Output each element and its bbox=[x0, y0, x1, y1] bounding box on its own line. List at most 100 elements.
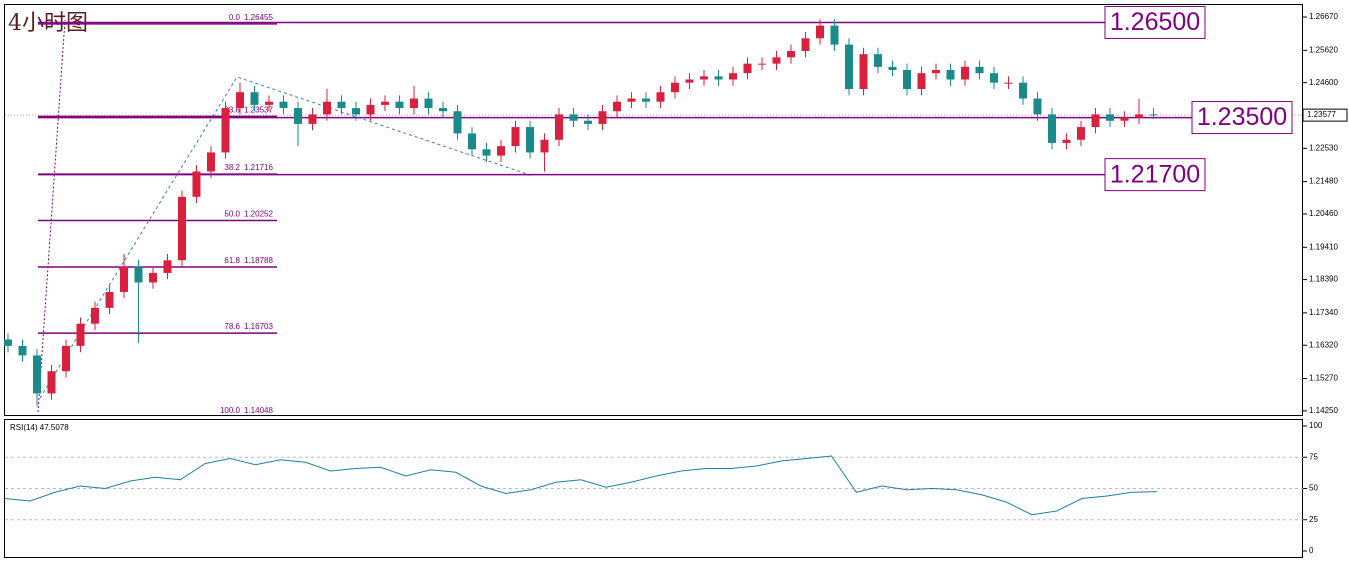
candle-body bbox=[91, 307, 99, 324]
rsi-tick-label: 25 bbox=[1309, 515, 1318, 524]
candle-body bbox=[33, 355, 41, 394]
y-tick-label: 1.19410 bbox=[1309, 242, 1338, 251]
candle-body bbox=[1004, 82, 1013, 84]
y-tick-label: 1.15270 bbox=[1309, 374, 1338, 383]
y-tick-label: 1.25620 bbox=[1309, 45, 1338, 54]
candle-body bbox=[337, 101, 346, 109]
candle-body bbox=[1077, 127, 1085, 140]
rsi-line bbox=[4, 455, 1158, 516]
candle-body bbox=[758, 63, 766, 65]
candle-body bbox=[1033, 98, 1042, 115]
fib-price: 1.20252 bbox=[244, 210, 273, 219]
candle-body bbox=[584, 120, 592, 124]
y-tick-label: 1.14250 bbox=[1309, 406, 1338, 415]
candle-body bbox=[888, 66, 897, 71]
candle-body bbox=[192, 171, 201, 197]
candle-body bbox=[4, 339, 12, 346]
candle-body bbox=[352, 108, 360, 115]
candle-body bbox=[323, 101, 331, 115]
last-price-box bbox=[1302, 108, 1348, 122]
candle-body bbox=[511, 127, 520, 147]
candle-body bbox=[1062, 139, 1071, 143]
candle-body bbox=[424, 98, 433, 109]
fib-price: 1.26455 bbox=[244, 13, 273, 22]
y-tick-label: 1.21480 bbox=[1309, 177, 1338, 186]
candle-body bbox=[163, 260, 172, 273]
candle-body bbox=[1106, 114, 1114, 121]
candle-body bbox=[569, 114, 578, 121]
candle-body bbox=[207, 152, 215, 172]
last-price-label: 1.23577 bbox=[1307, 110, 1336, 119]
candle-body bbox=[62, 345, 70, 372]
level-box bbox=[1104, 5, 1206, 39]
candle-body bbox=[946, 70, 955, 80]
candle-body bbox=[961, 66, 969, 80]
level-label: 1.26500 bbox=[1110, 8, 1200, 36]
fib-base-line bbox=[37, 19, 66, 413]
candle-body bbox=[816, 25, 824, 39]
candle-body bbox=[990, 73, 998, 83]
candle-body bbox=[656, 92, 665, 102]
candle-body bbox=[1048, 114, 1056, 143]
candle-body bbox=[134, 266, 143, 283]
rsi-tick-label: 0 bbox=[1309, 546, 1314, 555]
candle-body bbox=[1120, 117, 1129, 121]
candle-body bbox=[613, 101, 621, 112]
y-tick-label: 1.16320 bbox=[1309, 340, 1338, 349]
candle-body bbox=[294, 108, 302, 124]
candle-body bbox=[845, 44, 853, 90]
candle-body bbox=[729, 73, 737, 80]
candle-body bbox=[221, 108, 230, 153]
candle-body bbox=[149, 272, 157, 283]
candle-body bbox=[526, 127, 534, 153]
candle-body bbox=[497, 146, 505, 156]
candle-body bbox=[366, 104, 375, 115]
fib-ratio: 50.0 bbox=[224, 210, 240, 219]
candle-body bbox=[120, 266, 128, 292]
fib-ratio: 61.8 bbox=[224, 256, 240, 265]
candle-body bbox=[540, 139, 549, 153]
candle-body bbox=[395, 101, 404, 109]
candle-body bbox=[381, 101, 389, 105]
candle-body bbox=[178, 196, 186, 261]
candle-body bbox=[700, 76, 708, 80]
fib-ratio: 23.6 bbox=[224, 106, 240, 115]
candle-body bbox=[787, 50, 795, 58]
candle-body bbox=[671, 82, 679, 93]
fib-price: 1.18788 bbox=[244, 256, 273, 265]
y-tick-label: 1.18390 bbox=[1309, 275, 1338, 284]
candle-body bbox=[76, 323, 85, 346]
candle-body bbox=[308, 114, 317, 124]
candle-body bbox=[917, 73, 926, 90]
fib-price: 1.16703 bbox=[244, 322, 273, 331]
candle-body bbox=[714, 76, 723, 80]
candle-body bbox=[1149, 114, 1158, 116]
level-box bbox=[1191, 101, 1293, 135]
candle-body bbox=[47, 371, 56, 394]
fib-ratio: 78.6 bbox=[224, 322, 240, 331]
fib-ratio: 100.0 bbox=[220, 406, 241, 415]
candle-body bbox=[859, 54, 868, 90]
y-tick-label: 1.22530 bbox=[1309, 143, 1338, 152]
rsi-label: RSI(14) 47.5078 bbox=[10, 423, 69, 432]
candle-body bbox=[975, 66, 984, 74]
candle-body bbox=[105, 291, 114, 308]
y-tick-label: 1.20460 bbox=[1309, 209, 1338, 218]
fib-ratio: 0.0 bbox=[229, 13, 241, 22]
trend-line bbox=[39, 76, 534, 399]
candle-body bbox=[279, 101, 288, 109]
fib-ratio: 38.2 bbox=[224, 163, 240, 172]
candle-body bbox=[468, 133, 476, 150]
candle-body bbox=[1135, 114, 1143, 118]
candle-body bbox=[439, 108, 447, 112]
candle-body bbox=[743, 63, 752, 74]
rsi-tick-label: 100 bbox=[1309, 421, 1323, 430]
candle-body bbox=[236, 92, 244, 109]
candle-body bbox=[555, 114, 563, 140]
candle-body bbox=[598, 111, 607, 124]
fib-price: 1.21716 bbox=[244, 163, 273, 172]
candle-body bbox=[627, 98, 636, 102]
level-label: 1.23500 bbox=[1197, 103, 1287, 131]
candle-body bbox=[250, 92, 259, 105]
